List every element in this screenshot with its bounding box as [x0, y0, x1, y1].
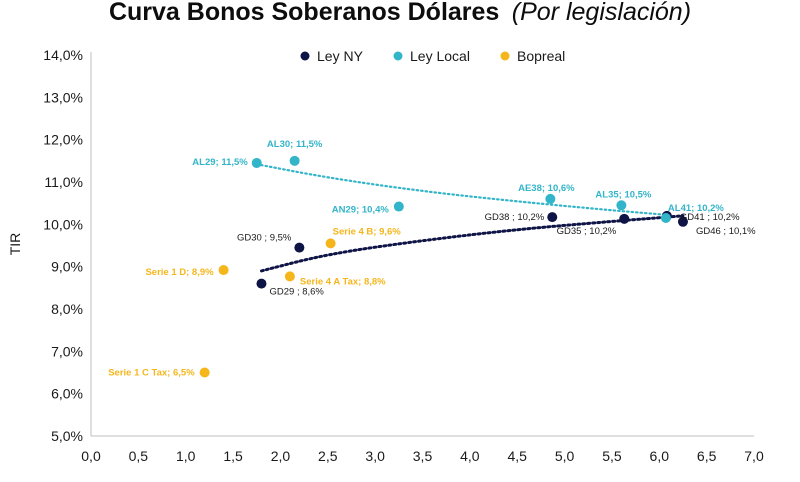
- x-tick-label: 2,0: [271, 448, 291, 464]
- data-label-ley-ny: GD41 ; 10,2%: [680, 212, 740, 223]
- data-label-ley-local: AE38; 10,6%: [518, 183, 575, 194]
- chart-title-main: Curva Bonos Soberanos Dólares: [109, 0, 499, 26]
- point-ley-ny: [294, 242, 305, 253]
- point-ley-local: [660, 212, 671, 223]
- point-bopreal: [218, 265, 229, 276]
- point-ley-ny: [547, 212, 558, 223]
- x-tick-label: 6,5: [697, 448, 717, 464]
- x-tick-label: 2,5: [318, 448, 338, 464]
- point-ley-ny: [619, 213, 630, 224]
- y-tick-label: 14,0%: [43, 47, 83, 63]
- point-ley-ny: [677, 216, 688, 227]
- chart-title: Curva Bonos Soberanos Dólares (Por legis…: [109, 0, 691, 26]
- trendlines: [255, 163, 685, 273]
- legend-label-ley-ny: Ley NY: [317, 48, 364, 64]
- data-label-ley-ny: GD29 ; 8,6%: [269, 287, 324, 298]
- legend-marker-ley-local: [393, 51, 403, 61]
- data-labels: GD29 ; 8,6% GD30 ; 9,5% GD38 ; 10,2% GD35 ;…: [108, 139, 756, 379]
- data-label-ley-local: AL41; 10,2%: [668, 203, 725, 214]
- legend-marker-ley-ny: [300, 51, 310, 61]
- point-bopreal: [199, 367, 210, 378]
- x-tick-labels: 0,0 0,5 1,0 1,5 2,0 2,5 3,0 3,5 4,0 4,5 5,0 5,5 6,0 6…: [81, 448, 764, 464]
- y-tick-label: 13,0%: [43, 89, 83, 105]
- point-ley-local: [616, 200, 627, 211]
- data-label-bopreal: Serie 1 C Tax; 6,5%: [108, 368, 195, 379]
- point-ley-local: [289, 155, 300, 166]
- x-tick-label: 3,0: [365, 448, 385, 464]
- legend-label-ley-local: Ley Local: [410, 48, 470, 64]
- data-label-ley-ny: GD38 ; 10,2%: [485, 212, 545, 223]
- y-tick-label: 7,0%: [51, 343, 83, 359]
- point-bopreal: [325, 238, 336, 249]
- legend: Ley NY Ley Local Bopreal: [300, 48, 565, 64]
- y-tick-label: 12,0%: [43, 132, 83, 148]
- data-label-ley-ny: GD35 ; 10,2%: [557, 226, 617, 237]
- data-label-ley-local: AL30; 11,5%: [267, 139, 323, 150]
- y-tick-label: 9,0%: [51, 259, 83, 275]
- data-label-ley-local: AL29; 11,5%: [192, 157, 248, 168]
- data-label-bopreal: Serie 4 B; 9,6%: [333, 226, 402, 237]
- data-label-ley-local: AL35; 10,5%: [595, 189, 652, 200]
- data-label-ley-local: AN29; 10,4%: [332, 205, 390, 216]
- x-tick-label: 0,0: [81, 448, 101, 464]
- x-tick-label: 7,0: [744, 448, 764, 464]
- point-ley-local: [545, 193, 556, 204]
- y-tick-label: 8,0%: [51, 301, 83, 317]
- legend-marker-bopreal: [500, 51, 510, 61]
- trendline-ley-ny: [259, 214, 685, 273]
- legend-item-bopreal: Bopreal: [500, 48, 565, 64]
- chart-title-subtitle: (Por legislación): [512, 0, 691, 26]
- y-tick-label: 11,0%: [44, 174, 83, 190]
- x-tick-label: 0,5: [129, 448, 149, 464]
- y-tick-label: 6,0%: [51, 386, 83, 402]
- y-axis-title: TIR: [7, 233, 23, 256]
- x-tick-label: 3,5: [413, 448, 433, 464]
- y-tick-labels: 5,0% 6,0% 7,0% 8,0% 9,0% 10,0% 11,0% 12,0% 13,0%…: [43, 47, 83, 444]
- x-tick-label: 5,0: [555, 448, 575, 464]
- data-points: [199, 155, 688, 378]
- data-label-ley-ny: GD30 ; 9,5%: [237, 233, 292, 244]
- x-tick-label: 5,5: [602, 448, 622, 464]
- data-label-bopreal: Serie 1 D; 8,9%: [145, 267, 214, 278]
- point-bopreal: [284, 271, 295, 282]
- trendline-ley-local: [255, 163, 670, 217]
- x-tick-label: 1,5: [223, 448, 243, 464]
- x-tick-label: 1,0: [176, 448, 196, 464]
- data-label-ley-ny: GD46 ; 10,1%: [696, 226, 756, 237]
- point-ley-ny: [256, 278, 267, 289]
- legend-item-ley-local: Ley Local: [393, 48, 470, 64]
- data-label-bopreal: Serie 4 A Tax; 8,8%: [300, 276, 386, 287]
- x-tick-label: 6,0: [650, 448, 670, 464]
- point-ley-local: [393, 201, 404, 212]
- legend-item-ley-ny: Ley NY: [300, 48, 364, 64]
- legend-label-bopreal: Bopreal: [517, 48, 565, 64]
- x-tick-label: 4,0: [460, 448, 480, 464]
- y-tick-label: 5,0%: [51, 428, 83, 444]
- y-tick-label: 10,0%: [43, 216, 83, 232]
- x-tick-label: 4,5: [507, 448, 527, 464]
- point-ley-local: [251, 157, 262, 168]
